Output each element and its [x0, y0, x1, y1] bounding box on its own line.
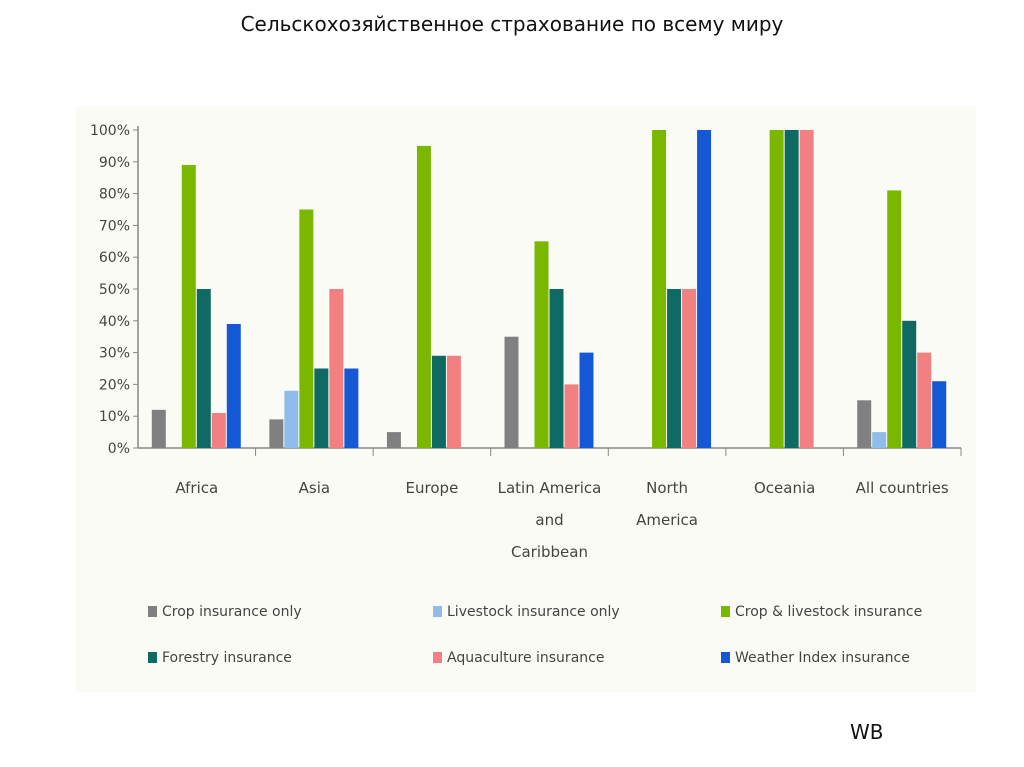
bar — [652, 130, 667, 448]
bar — [564, 384, 579, 448]
y-tick-label: 20% — [99, 377, 130, 393]
legend-swatch — [433, 652, 442, 663]
chart-panel: 0% 10% 20% 30% 40% 50% 60% 70% 80% 90% 100% Africa… — [76, 106, 976, 692]
y-tick-label: 40% — [99, 314, 130, 330]
category-label: Africa — [175, 479, 218, 497]
bar — [579, 352, 594, 448]
legend-swatch — [721, 652, 730, 663]
category-label: and — [535, 511, 563, 529]
y-tick-label: 100% — [90, 123, 130, 139]
category-label: Oceania — [754, 479, 815, 497]
bar — [446, 355, 461, 448]
category-labels: Africa Asia Europe Latin America and Caribbea… — [175, 448, 962, 561]
bar — [269, 419, 284, 448]
bar — [697, 130, 712, 448]
legend-label: Livestock insurance only — [447, 604, 620, 620]
bar — [932, 381, 947, 448]
source-credit: WB — [850, 720, 884, 744]
bar — [314, 368, 329, 448]
category-label: North — [646, 479, 688, 497]
bar — [902, 320, 917, 448]
bar — [857, 400, 872, 448]
y-tick-label: 80% — [99, 187, 130, 203]
legend-swatch — [148, 652, 157, 663]
legend-swatch — [433, 606, 442, 617]
bar — [226, 323, 241, 448]
bar — [872, 432, 887, 448]
category-label: America — [636, 511, 698, 529]
bar-chart: 0% 10% 20% 30% 40% 50% 60% 70% 80% 90% 100% Africa… — [90, 123, 962, 666]
bar — [284, 390, 299, 448]
bar — [887, 190, 902, 449]
y-tick-label: 90% — [99, 155, 130, 171]
bar — [917, 352, 932, 448]
category-label: Europe — [406, 479, 459, 497]
bar — [386, 432, 401, 448]
y-tick-label: 10% — [99, 409, 130, 425]
bar — [344, 368, 359, 448]
bar — [299, 209, 314, 448]
bar — [329, 289, 344, 448]
bar — [151, 409, 166, 448]
legend-swatch — [721, 606, 730, 617]
slide-title: Сельскохозяйственное страхование по всем… — [240, 12, 784, 36]
bar — [667, 289, 682, 448]
legend-label: Aquaculture insurance — [447, 650, 604, 666]
y-tick-label: 30% — [99, 346, 130, 362]
category-label: Caribbean — [511, 543, 588, 561]
category-label: All countries — [856, 479, 949, 497]
legend-label: Weather Index insurance — [735, 650, 910, 666]
bar — [181, 164, 196, 449]
bar — [431, 355, 446, 448]
bar — [799, 130, 814, 448]
bar — [196, 289, 211, 448]
category-label: Asia — [299, 479, 330, 497]
y-axis-ticks: 0% 10% 20% 30% 40% 50% 60% 70% 80% 90% 100% — [90, 123, 138, 457]
category-label: Latin America — [498, 479, 602, 497]
y-tick-label: 50% — [99, 282, 130, 298]
bar — [534, 241, 549, 448]
bar — [784, 130, 799, 448]
bar — [504, 336, 519, 448]
legend-label: Forestry insurance — [162, 650, 292, 666]
bar — [416, 145, 431, 448]
y-tick-label: 70% — [99, 218, 130, 234]
legend-swatch — [148, 606, 157, 617]
bar — [549, 289, 564, 448]
bar — [211, 413, 226, 448]
bar — [769, 130, 784, 448]
chart-bars — [151, 130, 947, 449]
legend-label: Crop & livestock insurance — [735, 604, 922, 620]
legend-label: Crop insurance only — [162, 604, 302, 620]
y-tick-label: 60% — [99, 250, 130, 266]
chart-legend: Crop insurance only Livestock insurance o… — [148, 604, 922, 666]
y-tick-label: 0% — [108, 441, 130, 457]
bar — [682, 289, 697, 448]
